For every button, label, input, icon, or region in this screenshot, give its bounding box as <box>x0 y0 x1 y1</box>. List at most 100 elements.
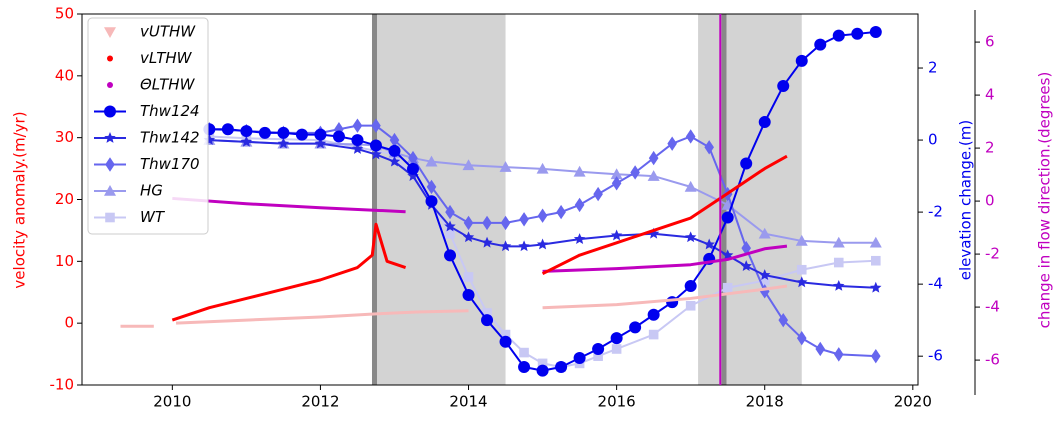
data-point <box>518 360 531 373</box>
data-point <box>796 276 808 288</box>
legend-marker <box>104 27 116 38</box>
data-point <box>814 38 827 51</box>
data-point <box>851 27 864 40</box>
data-point <box>684 279 697 292</box>
data-point <box>406 162 419 175</box>
data-point <box>499 240 512 252</box>
x-tick-label: 2014 <box>449 393 487 411</box>
data-point <box>685 300 696 311</box>
data-point <box>519 347 529 358</box>
data-point <box>573 165 586 177</box>
data-point <box>870 348 881 364</box>
data-point <box>832 236 845 248</box>
data-point <box>463 272 474 282</box>
data-point <box>648 329 659 340</box>
data-point <box>759 269 771 280</box>
data-point <box>500 215 511 231</box>
data-point <box>869 236 882 248</box>
legend: vUTHW vLTHW ΘLTHW Thw124 Thw142 Thw170 HG WT <box>87 17 209 235</box>
legend-marker <box>104 132 116 143</box>
data-point <box>537 208 548 223</box>
y3-tick-label: -4 <box>985 298 1000 316</box>
data-point <box>611 344 622 354</box>
data-point <box>610 229 623 241</box>
y3-tick-label: 6 <box>985 33 995 51</box>
data-point <box>611 176 622 191</box>
data-point <box>629 321 642 334</box>
data-point <box>482 215 492 231</box>
data-point <box>758 116 771 129</box>
data-point <box>388 144 401 157</box>
y3-tick-label: -6 <box>985 351 1000 369</box>
legend-label: Thw170 <box>140 155 200 173</box>
y3-tick-label: 4 <box>985 86 995 104</box>
x-tick-label: 2020 <box>894 393 932 411</box>
data-point <box>536 238 549 250</box>
y2-tick-label: 0 <box>928 131 938 149</box>
legend-marker <box>104 185 116 196</box>
data-point <box>574 197 585 213</box>
legend-marker <box>105 157 115 172</box>
series-layer <box>120 26 882 377</box>
data-point <box>593 186 603 202</box>
data-point <box>833 347 844 362</box>
data-point <box>795 54 808 67</box>
data-point <box>870 255 881 266</box>
data-point <box>351 134 364 147</box>
data-point <box>555 360 568 373</box>
data-point <box>833 257 844 268</box>
y-tick-label: -10 <box>50 376 75 394</box>
x-tick-label: 2016 <box>598 393 636 411</box>
data-point <box>481 314 494 327</box>
data-point <box>463 215 474 231</box>
data-point <box>408 150 418 166</box>
data-point <box>536 162 549 174</box>
data-point <box>388 155 401 167</box>
data-point <box>536 364 549 377</box>
data-point <box>740 260 752 271</box>
data-point <box>425 195 438 208</box>
data-point <box>295 128 308 141</box>
y3-axis-label: change in flow direction.(degrees) <box>1036 72 1054 329</box>
legend-marker <box>104 105 116 118</box>
data-point <box>519 212 529 227</box>
x-tick-label: 2012 <box>301 393 339 411</box>
y-tick-label: 50 <box>55 5 74 23</box>
legend-label: HG <box>140 182 163 200</box>
legend-label: vLTHW <box>140 49 193 67</box>
data-point <box>630 165 640 180</box>
data-point <box>758 227 771 239</box>
data-point <box>240 125 253 138</box>
data-point <box>518 240 530 252</box>
data-point <box>610 168 623 180</box>
data-point <box>833 279 845 291</box>
data-point <box>870 281 882 293</box>
data-point <box>740 157 753 170</box>
data-point <box>314 137 327 149</box>
data-point <box>444 249 457 262</box>
y-tick-label: 30 <box>55 128 74 146</box>
data-point <box>462 231 475 243</box>
legend-label: WT <box>140 208 166 226</box>
data-point <box>351 143 364 154</box>
y-tick-label: 10 <box>55 252 74 270</box>
y2-tick-label: -6 <box>928 347 943 365</box>
legend-marker <box>107 82 113 88</box>
legend-label: Thw142 <box>140 129 200 147</box>
legend-marker <box>107 55 113 62</box>
legend-box <box>87 17 209 235</box>
y-tick-label: 0 <box>64 314 74 332</box>
y2-tick-label: -2 <box>928 203 943 221</box>
y-axis-label: velocity anomaly.(m/yr) <box>11 111 29 288</box>
data-point <box>556 204 566 220</box>
data-point <box>592 342 605 355</box>
data-point <box>462 288 475 301</box>
data-point <box>221 123 234 136</box>
data-point <box>703 238 715 250</box>
data-point <box>445 204 455 220</box>
data-point <box>647 308 660 321</box>
data-point <box>777 80 790 93</box>
data-point <box>481 236 493 248</box>
data-point <box>371 118 381 133</box>
data-point <box>684 231 697 243</box>
